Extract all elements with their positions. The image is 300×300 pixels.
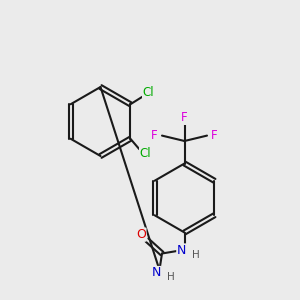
Text: H: H xyxy=(192,250,200,260)
Text: F: F xyxy=(151,129,158,142)
Text: H: H xyxy=(167,272,174,283)
Text: F: F xyxy=(181,111,188,124)
Text: Cl: Cl xyxy=(140,147,151,160)
Text: F: F xyxy=(211,129,218,142)
Text: N: N xyxy=(151,266,161,280)
Text: N: N xyxy=(177,244,186,257)
Text: O: O xyxy=(136,228,146,241)
Text: Cl: Cl xyxy=(142,86,154,99)
